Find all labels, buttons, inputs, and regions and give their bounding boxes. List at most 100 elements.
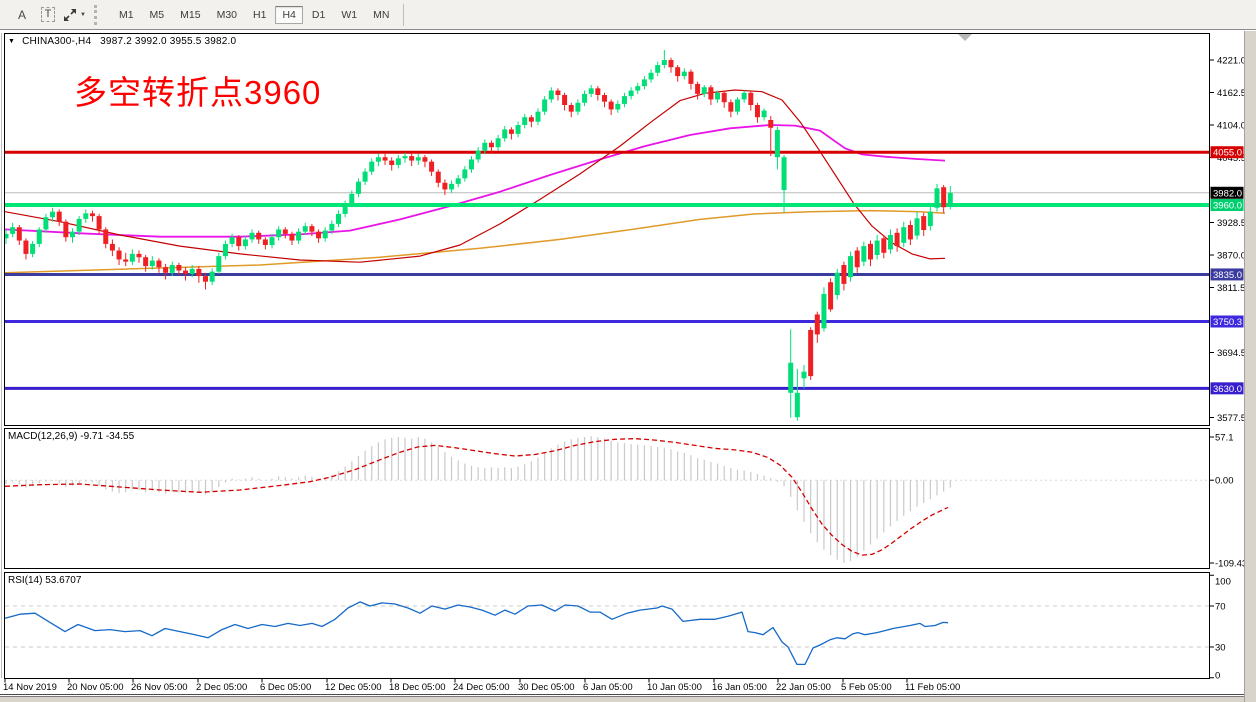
vertical-scrollbar[interactable] (1244, 31, 1256, 702)
timeframe-button-d1[interactable]: D1 (311, 8, 326, 21)
svg-text:4045.5: 4045.5 (1217, 153, 1246, 164)
collapse-triangle-icon[interactable]: ▼ (8, 38, 16, 45)
candle-body (548, 90, 554, 100)
price-badge-3750.3[interactable]: 3750.3 (1210, 315, 1244, 329)
candle-body (336, 213, 341, 224)
candle-body (641, 79, 647, 87)
candle-body (449, 183, 455, 190)
price-badge-3835.0[interactable]: 3835.0 (1210, 268, 1244, 281)
text-box-button[interactable]: T (36, 4, 60, 26)
candle-body (409, 156, 415, 161)
candle-body (249, 232, 255, 240)
candle-body (741, 92, 747, 100)
timeframe-button-m5[interactable]: M5 (149, 8, 165, 21)
candle-body (469, 159, 474, 170)
candle-body (555, 90, 561, 95)
candle-body (462, 169, 468, 179)
svg-text:3694.5: 3694.5 (1217, 348, 1246, 359)
candle-body (302, 226, 308, 232)
svg-text:26 Nov 05:00: 26 Nov 05:00 (131, 682, 188, 693)
symbol-period-label: CHINA300-,H4 (22, 36, 92, 47)
svg-text:3630.0: 3630.0 (1213, 384, 1242, 395)
svg-text:3928.5: 3928.5 (1217, 218, 1246, 229)
candle-body (76, 218, 82, 232)
macd-signal-line (4, 437, 949, 556)
timeframe-button-m15[interactable]: M15 (180, 8, 201, 21)
candle-body (455, 178, 461, 184)
svg-text:22 Jan 05:00: 22 Jan 05:00 (776, 682, 831, 693)
chevron-down-icon: ▼ (80, 11, 86, 18)
candle-body (861, 246, 867, 262)
candle-body (887, 235, 893, 250)
svg-text:24 Dec 05:00: 24 Dec 05:00 (453, 682, 510, 693)
timeframe-button-w1[interactable]: W1 (341, 8, 358, 21)
svg-text:6 Jan 05:00: 6 Jan 05:00 (583, 682, 633, 693)
candle-body (761, 110, 767, 118)
svg-text:3811.5: 3811.5 (1217, 283, 1245, 294)
candle-body (808, 330, 814, 377)
candle-body (715, 92, 721, 100)
arrows-tool-button[interactable]: ▼ (62, 4, 87, 26)
candle-body (608, 101, 614, 110)
arrows-icon (64, 8, 76, 21)
candle-body (316, 231, 322, 239)
candle-body (768, 120, 774, 128)
price-badge-4055.0[interactable]: 4055.0 (1210, 146, 1244, 159)
text-label-button[interactable]: A (17, 7, 26, 22)
timeframe-button-m30[interactable]: M30 (216, 8, 238, 21)
candle-body (615, 103, 621, 110)
candle-body (70, 231, 75, 238)
chart-text-annotation[interactable]: 多空转折点3960 (74, 74, 322, 111)
candle-body (382, 157, 388, 161)
candle-body (522, 117, 528, 125)
candle-body (508, 129, 514, 134)
toolbar-grip (93, 4, 105, 25)
candle-body (395, 158, 401, 165)
candle-body (36, 229, 42, 244)
candle-body (5, 233, 9, 239)
timeframe-button-h1[interactable]: H1 (253, 8, 267, 21)
svg-text:4104.0: 4104.0 (1217, 121, 1246, 132)
svg-text:6 Dec 05:00: 6 Dec 05:00 (260, 682, 311, 693)
svg-text:30 Dec 05:00: 30 Dec 05:00 (518, 682, 575, 693)
candle-body (482, 142, 488, 151)
candle-body (163, 267, 169, 273)
candle-body (588, 88, 594, 94)
svg-text:3577.5: 3577.5 (1217, 413, 1246, 424)
candle-body (582, 93, 588, 103)
timeframe-button-m1[interactable]: M1 (118, 8, 134, 21)
candle-body (781, 157, 787, 190)
svg-text:3870.0: 3870.0 (1217, 251, 1246, 262)
candle-body (43, 217, 49, 230)
candle-body (209, 271, 215, 282)
timeframe-button-h4[interactable]: H4 (275, 5, 303, 24)
svg-text:14 Nov 2019: 14 Nov 2019 (3, 682, 57, 693)
svg-text:5 Feb 05:00: 5 Feb 05:00 (841, 682, 892, 693)
candle-body (695, 83, 701, 94)
svg-text:16 Jan 05:00: 16 Jan 05:00 (712, 682, 767, 693)
candle-body (568, 105, 574, 112)
shift-marker-icon[interactable] (958, 34, 972, 41)
ma-magenta-line (5, 124, 946, 238)
candle-body (914, 218, 920, 236)
candle-body (189, 268, 195, 274)
candle-body (329, 223, 335, 231)
candle-body (442, 182, 448, 190)
timeframe-button-mn[interactable]: MN (373, 8, 390, 21)
candle-body (927, 211, 933, 227)
candle-body (754, 105, 760, 118)
price-badge-3960.0[interactable]: 3960.0 (1210, 199, 1244, 212)
candle-body (575, 102, 581, 112)
candle-body (528, 117, 534, 122)
candle-body (435, 171, 441, 183)
candle-body (23, 240, 29, 254)
candle-body (814, 314, 820, 335)
candle-body (422, 157, 428, 162)
bid-price-badge[interactable]: 3982.0 (1210, 186, 1244, 200)
price-badge-3630.0[interactable]: 3630.0 (1210, 382, 1244, 395)
svg-text:11 Feb 05:00: 11 Feb 05:00 (905, 682, 960, 693)
rsi-panel (4, 601, 1209, 666)
candle-body (229, 237, 235, 244)
candle-body (748, 92, 754, 105)
